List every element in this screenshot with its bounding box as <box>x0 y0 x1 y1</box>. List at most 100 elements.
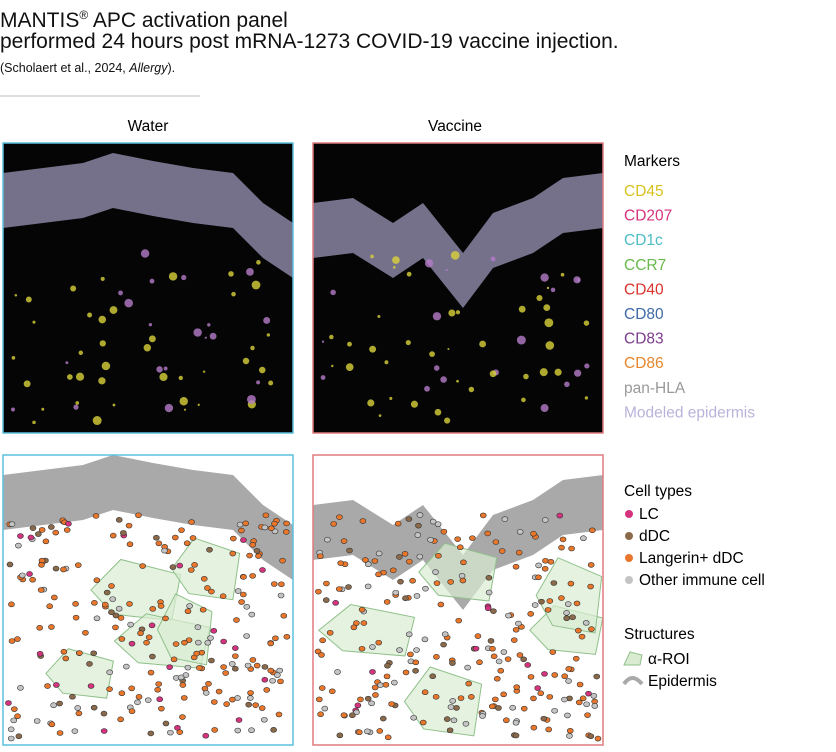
cell-dot <box>245 701 252 708</box>
cell-dot <box>101 601 109 608</box>
signal-spot <box>329 334 334 340</box>
cell-dot <box>587 733 595 740</box>
cell-dot <box>248 727 255 734</box>
cell-dot <box>187 567 195 573</box>
cell-dot <box>90 650 97 657</box>
cell-dot <box>358 645 366 652</box>
signal-spot <box>228 271 234 277</box>
cell-dot <box>375 550 383 557</box>
cell-dot <box>505 612 512 619</box>
cell-dot <box>512 732 520 739</box>
cell-dot <box>267 525 275 532</box>
cell-dot <box>405 516 413 522</box>
cell-dot <box>413 647 420 653</box>
cell-dot <box>219 593 227 599</box>
cell-dot <box>364 695 372 702</box>
cell-dot <box>36 624 43 631</box>
cell-dot <box>127 621 134 628</box>
image-frame <box>2 142 294 434</box>
cell-dot <box>208 657 215 664</box>
cell-dot <box>65 521 72 527</box>
cell-dot <box>458 573 466 579</box>
cell-dot <box>566 733 573 739</box>
cell-dot <box>588 626 595 632</box>
cell-dot <box>394 520 402 527</box>
cell-dot <box>534 685 541 691</box>
cell-dot <box>435 553 442 559</box>
cell-dot <box>454 536 461 542</box>
signal-spot <box>100 276 105 281</box>
cell-dot <box>279 557 286 564</box>
column-label: Vaccine <box>428 118 482 135</box>
signal-spot <box>445 268 448 272</box>
cell-dot <box>283 633 291 640</box>
cell-dot <box>247 690 254 696</box>
cell-dot <box>397 578 404 585</box>
cell-dot <box>413 593 421 599</box>
cell-dot <box>433 580 441 586</box>
cell-dot <box>316 696 323 703</box>
cell-dot <box>561 673 569 680</box>
cell-dot <box>415 522 422 529</box>
cell-dot <box>371 684 379 691</box>
cell-dot <box>396 554 403 560</box>
journal: Allergy <box>129 61 168 75</box>
cell-dot <box>52 565 60 572</box>
signal-spot <box>573 276 581 284</box>
signal-spot <box>321 340 325 343</box>
signal-spot <box>98 315 107 324</box>
cell-dot <box>432 569 439 575</box>
legend-dot <box>625 576 633 584</box>
cell-dot <box>464 664 471 671</box>
cell-dot <box>162 615 169 622</box>
signal-spot <box>207 323 211 327</box>
signal-spot <box>320 375 326 380</box>
cell-dot <box>172 534 179 541</box>
cell-dot <box>551 672 559 678</box>
cell-dot <box>544 607 552 613</box>
cell-dot <box>441 631 449 637</box>
signal-spot <box>163 366 168 371</box>
cell-dot <box>551 707 558 714</box>
cell-dot <box>406 558 413 565</box>
cell-dot <box>509 704 516 711</box>
signal-spot <box>331 364 334 368</box>
cell-dot <box>317 553 324 560</box>
cell-dot <box>579 695 587 702</box>
signal-spot <box>156 366 163 373</box>
cell-dot <box>340 712 348 718</box>
cell-dot <box>278 581 285 588</box>
cell-dot <box>153 534 160 541</box>
signal-spot <box>263 316 271 324</box>
cell-dot <box>19 572 26 579</box>
cell-dot <box>469 535 476 541</box>
cell-dot <box>330 521 337 527</box>
signal-spot <box>392 265 396 269</box>
cell-dot <box>546 598 554 604</box>
signal-spot <box>369 345 377 353</box>
cell-dot <box>572 655 580 662</box>
cell-dot <box>139 563 146 569</box>
cell-dot <box>364 728 371 735</box>
cell-dot <box>17 533 24 539</box>
cell-dot <box>42 538 50 545</box>
cell-dot <box>100 710 108 717</box>
signal-spot <box>516 335 526 345</box>
cell-dot <box>530 530 537 537</box>
cell-dot <box>455 617 463 624</box>
cell-dot <box>449 660 456 666</box>
cell-dot <box>389 567 397 574</box>
cell-dot <box>356 729 363 736</box>
cell-dot <box>261 524 269 531</box>
cell-dot <box>60 566 67 573</box>
cell-dot <box>248 611 256 618</box>
cell-dot <box>416 512 424 518</box>
cell-dot <box>137 630 144 637</box>
cell-dot <box>267 640 275 647</box>
cell-dot <box>337 560 344 566</box>
cell-dot <box>207 635 214 641</box>
cell-dot <box>191 562 198 568</box>
cell-dot <box>409 577 416 584</box>
cell-dot <box>144 697 152 703</box>
cell-dot <box>379 715 387 722</box>
